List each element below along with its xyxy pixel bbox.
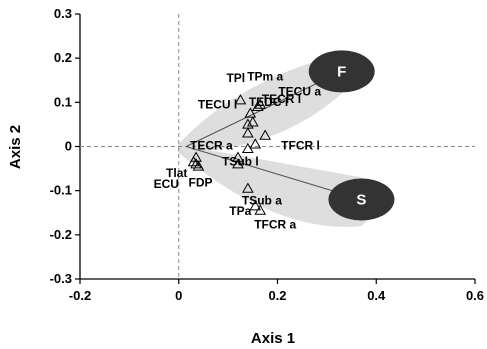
x-tick-label: 0 — [175, 288, 182, 303]
point-marker — [232, 151, 244, 162]
y-axis-title: Axis 2 — [7, 125, 24, 169]
point-marker — [190, 158, 202, 169]
x-axis-title: Axis 1 — [251, 330, 295, 347]
y-tick-label: -0.3 — [50, 271, 72, 286]
group-ellipse-s — [328, 178, 395, 221]
group-markers: FS — [308, 50, 395, 221]
y-tick-label: -0.1 — [50, 183, 72, 198]
point-marker — [254, 98, 267, 109]
point-label: TECR l — [262, 92, 301, 106]
point-label: TPm a — [247, 70, 283, 84]
x-tick-label: 0.6 — [466, 288, 484, 303]
point-label: TPa — [229, 204, 251, 218]
point-label: TEDC l — [249, 95, 288, 109]
group-envelopes — [178, 53, 379, 227]
data-points — [187, 94, 272, 215]
point-marker — [249, 138, 262, 149]
y-tick-label: -0.2 — [50, 227, 72, 242]
x-tick-label: 0.4 — [367, 288, 386, 303]
point-marker — [254, 204, 267, 215]
point-label: TECR a — [190, 139, 233, 153]
group-label-f: F — [337, 63, 346, 80]
y-tick-label: 0 — [65, 139, 72, 154]
x-tick-label: -0.2 — [69, 288, 91, 303]
point-label: TECU a — [278, 84, 321, 98]
point-marker — [242, 127, 254, 138]
point-marker — [242, 142, 254, 153]
y-tick-label: 0.1 — [54, 94, 72, 109]
point-label: ECU — [154, 177, 179, 191]
point-label: TSub a — [242, 193, 282, 207]
point-marker — [251, 100, 264, 111]
y-tick-label: 0.2 — [54, 50, 72, 65]
point-label: TFCR a — [254, 218, 296, 232]
point-label: FDP — [189, 175, 213, 189]
point-marker — [187, 155, 200, 167]
point-marker — [259, 129, 272, 140]
point-marker — [234, 94, 247, 105]
point-marker — [244, 107, 257, 118]
group-label-s: S — [356, 192, 366, 209]
point-marker — [249, 200, 262, 211]
envelope-f — [178, 53, 355, 153]
point-marker — [242, 182, 254, 193]
y-tick-label: 0.3 — [54, 6, 72, 21]
x-tick-label: 0.2 — [268, 288, 286, 303]
group-ellipse-f — [308, 50, 375, 93]
axis-ticks: -0.2 0 0.2 0.4 0.6 0.3 0.2 0.1 0 -0.1 -0.2 -0.3 — [50, 6, 484, 303]
point-label: TECU l — [198, 97, 237, 111]
point-label: TSub l — [222, 155, 259, 169]
point-label: TFCR l — [281, 138, 320, 152]
envelope-s — [178, 144, 379, 227]
point-marker — [246, 116, 259, 127]
point-label: TPl — [226, 71, 245, 85]
point-label: Tlat — [166, 166, 187, 180]
point-marker — [232, 158, 244, 169]
reference-lines — [80, 14, 475, 279]
